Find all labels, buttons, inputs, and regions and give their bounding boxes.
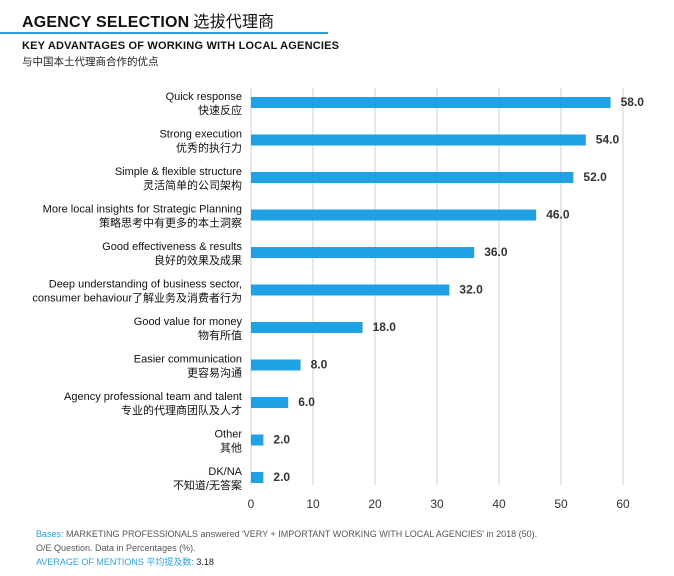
x-tick-label: 40 xyxy=(492,497,506,511)
category-label-cn: 专业的代理商团队及人才 xyxy=(121,403,242,417)
bar xyxy=(251,209,537,221)
data-label: 2.0 xyxy=(273,470,290,484)
category-label-cn: 优秀的执行力 xyxy=(176,141,242,155)
category-label: Quick response xyxy=(166,91,242,103)
category-label: Deep understanding of business sector, xyxy=(49,279,242,291)
chart-subtitle-cn: 与中国本土代理商合作的优点 xyxy=(22,56,159,68)
bases-label: Bases: xyxy=(36,529,64,539)
category-label-cn: 策略思考中有更多的本土洞察 xyxy=(99,216,242,230)
data-label: 52.0 xyxy=(583,170,607,184)
footer: Bases: MARKETING PROFESSIONALS answered … xyxy=(36,527,537,569)
bar xyxy=(251,134,586,146)
page-title: AGENCY SELECTION 选拔代理商 xyxy=(22,8,274,32)
category-label: Other xyxy=(214,429,242,441)
category-label-cn: 良好的效果及成果 xyxy=(154,253,242,267)
category-label-cn: 快速反应 xyxy=(198,103,242,117)
x-tick-label: 0 xyxy=(248,497,255,511)
category-label: Simple & flexible structure xyxy=(115,166,242,178)
category-label: Agency professional team and talent xyxy=(64,391,242,403)
title-divider xyxy=(0,32,328,34)
bases-note: Bases: MARKETING PROFESSIONALS answered … xyxy=(36,527,537,541)
bar xyxy=(251,247,475,258)
data-label: 18.0 xyxy=(373,320,397,334)
bar xyxy=(251,284,450,296)
data-label: 8.0 xyxy=(311,358,328,372)
data-label: 58.0 xyxy=(621,95,645,109)
category-label: More local insights for Strategic Planni… xyxy=(43,204,242,216)
page-title-cn: 选拔代理商 xyxy=(193,14,275,31)
average-value: 3.18 xyxy=(196,557,214,567)
bar xyxy=(251,172,574,183)
category-label-cn: 其他 xyxy=(220,442,242,455)
category-label: Easier communication xyxy=(134,354,242,366)
category-label: Good value for money xyxy=(134,316,243,328)
x-tick-label: 60 xyxy=(616,497,630,511)
data-label: 46.0 xyxy=(546,208,570,222)
data-label: 36.0 xyxy=(484,245,508,259)
category-label-cn: consumer behaviour了解业务及消费者行为 xyxy=(32,291,242,305)
question-note: O/E Question. Data in Percentages (%). xyxy=(36,543,196,553)
category-label-cn: 物有所值 xyxy=(198,328,242,342)
data-label: 2.0 xyxy=(273,433,290,447)
chart-subtitle: KEY ADVANTAGES OF WORKING WITH LOCAL AGE… xyxy=(22,40,340,52)
header: AGENCY SELECTION 选拔代理商 xyxy=(22,8,274,32)
bar xyxy=(251,472,264,483)
category-label: DK/NA xyxy=(208,466,242,478)
data-label: 32.0 xyxy=(459,283,483,297)
category-label: Strong execution xyxy=(159,129,242,141)
data-label: 6.0 xyxy=(298,395,315,409)
x-tick-label: 50 xyxy=(554,497,568,511)
category-label-cn: 更容易沟通 xyxy=(187,366,242,380)
data-label: 54.0 xyxy=(596,133,620,147)
category-label: Good effectiveness & results xyxy=(102,241,242,253)
x-tick-label: 10 xyxy=(306,497,320,511)
bar xyxy=(251,397,289,408)
category-label-cn: 不知道/无答案 xyxy=(173,478,242,492)
category-label-cn: 灵活简单的公司架构 xyxy=(143,178,242,192)
bar xyxy=(251,434,264,446)
bar xyxy=(251,97,611,108)
x-tick-label: 30 xyxy=(430,497,444,511)
x-tick-label: 20 xyxy=(368,497,382,511)
bar xyxy=(251,322,363,333)
average-label: AVERAGE OF MENTIONS 平均提及数: xyxy=(36,557,194,567)
bases-text: MARKETING PROFESSIONALS answered 'VERY +… xyxy=(66,529,538,539)
average-mentions: AVERAGE OF MENTIONS 平均提及数: 3.18 xyxy=(36,555,537,569)
page-title-en: AGENCY SELECTION xyxy=(22,14,190,31)
bar xyxy=(251,359,301,371)
